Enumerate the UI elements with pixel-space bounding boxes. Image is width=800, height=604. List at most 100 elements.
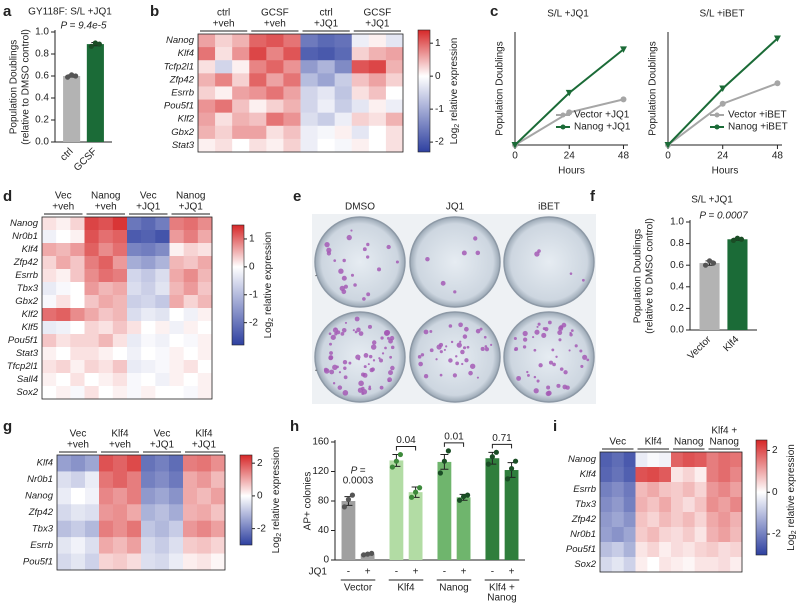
heatmap-cell [183, 504, 198, 522]
heatmap-cell [155, 243, 170, 257]
colony [534, 329, 540, 335]
y-tick-label: 0.6 [670, 260, 684, 271]
colony [342, 360, 348, 365]
heatmap-cell [183, 386, 199, 400]
heatmap-cell [682, 512, 695, 528]
heatmap-cell [169, 373, 184, 387]
heatmap-cell [112, 321, 128, 335]
heatmap-cell [112, 256, 128, 270]
panel-letter: b [150, 3, 159, 20]
heatmap-cell [169, 537, 184, 554]
heatmap-cell [659, 452, 672, 468]
colorbar [417, 29, 431, 153]
colony [545, 391, 551, 397]
heatmap-cell [42, 360, 57, 374]
heatmap-cell [249, 138, 267, 153]
colony [336, 330, 341, 335]
heatmap-cell [85, 520, 100, 538]
heatmap-cell [197, 282, 213, 296]
colorbar-tick-label: -2 [772, 529, 781, 540]
colony [438, 342, 444, 347]
colony [546, 385, 551, 390]
colony [490, 343, 493, 347]
heatmap-cell [155, 386, 170, 400]
colony [440, 280, 446, 286]
panel-letter: a [3, 3, 12, 20]
colony [522, 345, 527, 349]
colony [522, 330, 528, 337]
chart-title: S/L +JQ1 [547, 9, 589, 20]
heatmap-cell [266, 34, 284, 48]
heatmap-cell [635, 452, 648, 468]
heatmap-cell [42, 373, 57, 387]
colorbar-tick-label: -2 [249, 317, 258, 328]
x-tick-label: + [509, 567, 515, 578]
data-point [493, 449, 499, 455]
heatmap-cell [84, 256, 99, 270]
heatmap-cell [197, 308, 213, 322]
heatmap-cell [706, 452, 719, 468]
group-label: Nanog [487, 593, 516, 604]
row-label: Klf5 [22, 322, 39, 333]
colorbar-tick-label: 1 [249, 234, 255, 245]
heatmap-cell [706, 497, 719, 513]
heatmap-cell [141, 282, 156, 296]
colorbar-tick-label: 1 [435, 38, 441, 49]
p-value: P = [351, 466, 366, 477]
heatmap-cell [334, 112, 353, 127]
heatmap-frame [197, 33, 404, 153]
colony [548, 360, 554, 365]
y-tick-label: 80 [318, 496, 330, 507]
colony [439, 373, 443, 377]
data-point [508, 465, 515, 472]
row-label: Sox2 [574, 559, 596, 570]
row-label: Sox2 [16, 387, 38, 398]
chart-title: S/L +JQ1 [691, 195, 733, 206]
row-label: Gbx2 [15, 296, 38, 307]
colony [484, 347, 490, 352]
heatmap-cell [623, 497, 636, 513]
column-label: DMSO [345, 202, 375, 213]
colony [456, 342, 462, 348]
heatmap-cell [197, 347, 213, 361]
heatmap-cell [42, 243, 57, 257]
colony [522, 337, 528, 342]
heatmap-cell [351, 99, 370, 113]
heatmap-cell [266, 47, 284, 61]
heatmap-cell [183, 295, 199, 309]
heatmap-cell [71, 520, 86, 538]
bracket [443, 442, 465, 447]
colony [537, 322, 541, 326]
heatmap-cell [659, 482, 672, 498]
colony [559, 325, 564, 330]
heatmap-cell [183, 282, 199, 296]
heatmap-cell [623, 482, 636, 498]
heatmap-cell [694, 482, 707, 498]
x-tick-label: - [443, 567, 446, 578]
heatmap-cell [141, 487, 156, 505]
heatmap-cell [127, 386, 142, 400]
heatmap-cell [169, 455, 184, 472]
row-label: Zfp42 [169, 74, 195, 85]
heatmap-cell [155, 360, 170, 374]
colony [555, 355, 558, 358]
heatmap-cell [98, 308, 114, 322]
colony [475, 328, 481, 334]
group-label: +veh [264, 19, 286, 30]
heatmap-cell [155, 230, 170, 244]
heatmap-cell [694, 527, 707, 543]
heatmap-cell [232, 34, 250, 48]
heatmap-cell [141, 230, 156, 244]
heatmap-cell [215, 112, 233, 127]
heatmap-cell [232, 86, 250, 100]
group-label: Klf4 + [711, 426, 737, 437]
heatmap-cell [718, 452, 731, 468]
group-label: GCSF [261, 8, 289, 19]
heatmap-cell [368, 73, 387, 87]
heatmap-cell [334, 34, 353, 48]
heatmap-cell [623, 452, 636, 468]
heatmap-cell [71, 487, 86, 505]
bar [408, 492, 423, 560]
culture-plate [503, 216, 595, 308]
row-label: Pou5f1 [164, 101, 194, 112]
